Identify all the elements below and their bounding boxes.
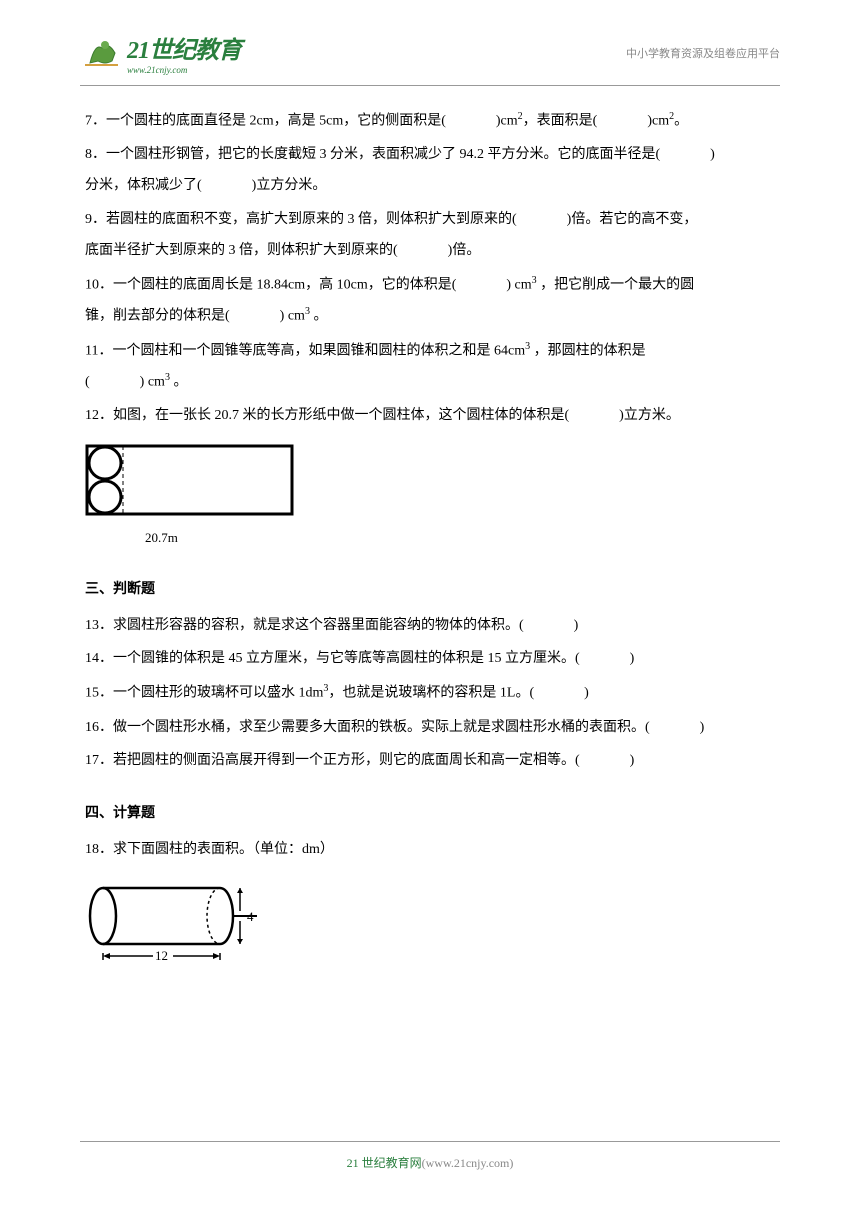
q12-svg	[85, 444, 300, 522]
q8-a: 一个圆柱形钢管，把它的长度截短 3 分米，表面积减少了 94.2 平方分米。它的…	[106, 147, 660, 162]
q9-num: 9．	[85, 212, 106, 227]
q11-b: ，那圆柱的体积是	[530, 343, 646, 358]
q8-l2a: 分米，体积减少了(	[85, 178, 202, 193]
q12-a: 如图，在一张长 20.7 米的长方形纸中做一个圆柱体，这个圆柱体的体积是(	[113, 408, 569, 423]
q10-c: ，把它削成一个最大的圆	[537, 277, 695, 292]
q11-a: 一个圆柱和一个圆锥等底等高，如果圆锥和圆柱的体积之和是 64cm	[112, 343, 525, 358]
q17-num: 17．	[85, 753, 113, 768]
q7-b: )cm	[496, 114, 518, 129]
q8-b: )	[710, 147, 715, 162]
q18-width-text: 12	[155, 948, 168, 963]
q18-height-text: 4	[247, 909, 254, 924]
q9-a: 若圆柱的底面积不变，高扩大到原来的 3 倍，则体积扩大到原来的(	[106, 212, 517, 227]
q8-l2b: )立方分米。	[252, 178, 327, 193]
logo-main-text: 21世纪教育	[127, 30, 241, 65]
q14-a: 一个圆锥的体积是 45 立方厘米，与它等底等高圆柱的体积是 15 立方厘米。(	[113, 651, 580, 666]
q11-line2: () cm3 。	[85, 367, 775, 398]
q11-num: 11．	[85, 343, 112, 358]
q7-d: )cm	[647, 114, 669, 129]
q13-blank	[524, 611, 574, 642]
page-footer: 21 世纪教育网(www.21cnjy.com)	[0, 1141, 860, 1171]
question-17: 17．若把圆柱的侧面沿高展开得到一个正方形，则它的底面周长和高一定相等。( )	[85, 746, 775, 777]
q9-blank1	[517, 205, 567, 236]
q13-num: 13．	[85, 618, 113, 633]
q18-text: 求下面圆柱的表面积。（单位：dm）	[113, 842, 334, 857]
q9-l2b: )倍。	[448, 243, 481, 258]
question-11: 11．一个圆柱和一个圆锥等底等高，如果圆锥和圆柱的体积之和是 64cm3 ，那圆…	[85, 336, 775, 399]
q10-num: 10．	[85, 277, 113, 292]
q17-b: )	[630, 753, 635, 768]
q10-l2c: 。	[310, 309, 328, 324]
q15-blank	[534, 679, 584, 710]
question-16: 16．做一个圆柱形水桶，求至少需要多大面积的铁板。实际上就是求圆柱形水桶的表面积…	[85, 713, 775, 744]
logo-sub-text: www.21cnjy.com	[127, 65, 241, 75]
q10-line2: 锥，削去部分的体积是() cm3 。	[85, 301, 775, 332]
header-divider	[80, 85, 780, 86]
question-8: 8．一个圆柱形钢管，把它的长度截短 3 分米，表面积减少了 94.2 平方分米。…	[85, 140, 775, 202]
q12-b: )立方米。	[619, 408, 680, 423]
logo-text-block: 21世纪教育 www.21cnjy.com	[127, 30, 241, 75]
q9-l2a: 底面半径扩大到原来的 3 倍，则体积扩大到原来的(	[85, 243, 398, 258]
q7-c: ，表面积是(	[523, 114, 598, 129]
q14-blank	[580, 644, 630, 675]
q16-b: )	[700, 720, 705, 735]
q15-num: 15．	[85, 686, 113, 701]
q11-l2b: ) cm	[140, 375, 165, 390]
question-18: 18．求下面圆柱的表面积。（单位：dm） 4 12	[85, 835, 775, 981]
question-10: 10．一个圆柱的底面周长是 18.84cm，高 10cm，它的体积是() cm3…	[85, 270, 775, 333]
q8-num: 8．	[85, 147, 106, 162]
section4-title: 四、计算题	[85, 799, 775, 830]
q13-a: 求圆柱形容器的容积，就是求这个容器里面能容纳的物体的体积。(	[113, 618, 524, 633]
q18-num: 18．	[85, 842, 113, 857]
q15-c: )	[584, 686, 589, 701]
q14-num: 14．	[85, 651, 113, 666]
q15-a: 一个圆柱形的玻璃杯可以盛水 1dm	[113, 686, 323, 701]
q8-line2: 分米，体积减少了( )立方分米。	[85, 171, 775, 202]
header-right-text: 中小学教育资源及组卷应用平台	[626, 45, 780, 61]
q16-num: 16．	[85, 720, 113, 735]
q10-l2b: ) cm	[280, 309, 305, 324]
q10-b: ) cm	[506, 277, 531, 292]
q9-b: )倍。若它的高不变，	[567, 212, 698, 227]
q7-num: 7．	[85, 114, 106, 129]
q16-blank	[650, 713, 700, 744]
question-12: 12．如图，在一张长 20.7 米的长方形纸中做一个圆柱体，这个圆柱体的体积是(…	[85, 401, 775, 552]
q7-a: 一个圆柱的底面直径是 2cm，高是 5cm，它的侧面积是(	[106, 114, 446, 129]
q11-l2a: (	[85, 375, 90, 390]
figure-q18: 4 12	[85, 878, 775, 981]
q14-b: )	[630, 651, 635, 666]
q9-line2: 底面半径扩大到原来的 3 倍，则体积扩大到原来的( )倍。	[85, 236, 775, 267]
section3-title: 三、判断题	[85, 575, 775, 606]
q10-l2a: 锥，削去部分的体积是(	[85, 309, 230, 324]
q18-svg: 4 12	[85, 878, 285, 968]
q15-b: ，也就是说玻璃杯的容积是 1L。(	[328, 686, 534, 701]
question-9: 9．若圆柱的底面积不变，高扩大到原来的 3 倍，则体积扩大到原来的( )倍。若它…	[85, 205, 775, 267]
footer-divider	[80, 1141, 780, 1142]
footer-url: (www.21cnjy.com)	[422, 1156, 514, 1170]
question-15: 15．一个圆柱形的玻璃杯可以盛水 1dm3，也就是说玻璃杯的容积是 1L。( )	[85, 678, 775, 709]
footer-text: 21 世纪教育网	[347, 1156, 422, 1170]
q12-label: 20.7m	[145, 524, 775, 553]
question-7: 7．一个圆柱的底面直径是 2cm，高是 5cm，它的侧面积是()cm2，表面积是…	[85, 106, 775, 137]
q13-b: )	[574, 618, 579, 633]
question-13: 13．求圆柱形容器的容积，就是求这个容器里面能容纳的物体的体积。( )	[85, 611, 775, 642]
q17-a: 若把圆柱的侧面沿高展开得到一个正方形，则它的底面周长和高一定相等。(	[113, 753, 580, 768]
figure-q12: 20.7m	[85, 444, 775, 553]
content-area: 7．一个圆柱的底面直径是 2cm，高是 5cm，它的侧面积是()cm2，表面积是…	[0, 106, 860, 981]
page-header: 21世纪教育 www.21cnjy.com 中小学教育资源及组卷应用平台	[0, 0, 860, 85]
logo: 21世纪教育 www.21cnjy.com	[80, 30, 241, 75]
question-14: 14．一个圆锥的体积是 45 立方厘米，与它等底等高圆柱的体积是 15 立方厘米…	[85, 644, 775, 675]
q10-a: 一个圆柱的底面周长是 18.84cm，高 10cm，它的体积是(	[113, 277, 456, 292]
q17-blank	[580, 746, 630, 777]
q11-l2c: 。	[170, 375, 188, 390]
q7-e: 。	[674, 114, 688, 129]
q12-num: 12．	[85, 408, 113, 423]
q16-a: 做一个圆柱形水桶，求至少需要多大面积的铁板。实际上就是求圆柱形水桶的表面积。(	[113, 720, 650, 735]
logo-icon	[80, 33, 122, 73]
